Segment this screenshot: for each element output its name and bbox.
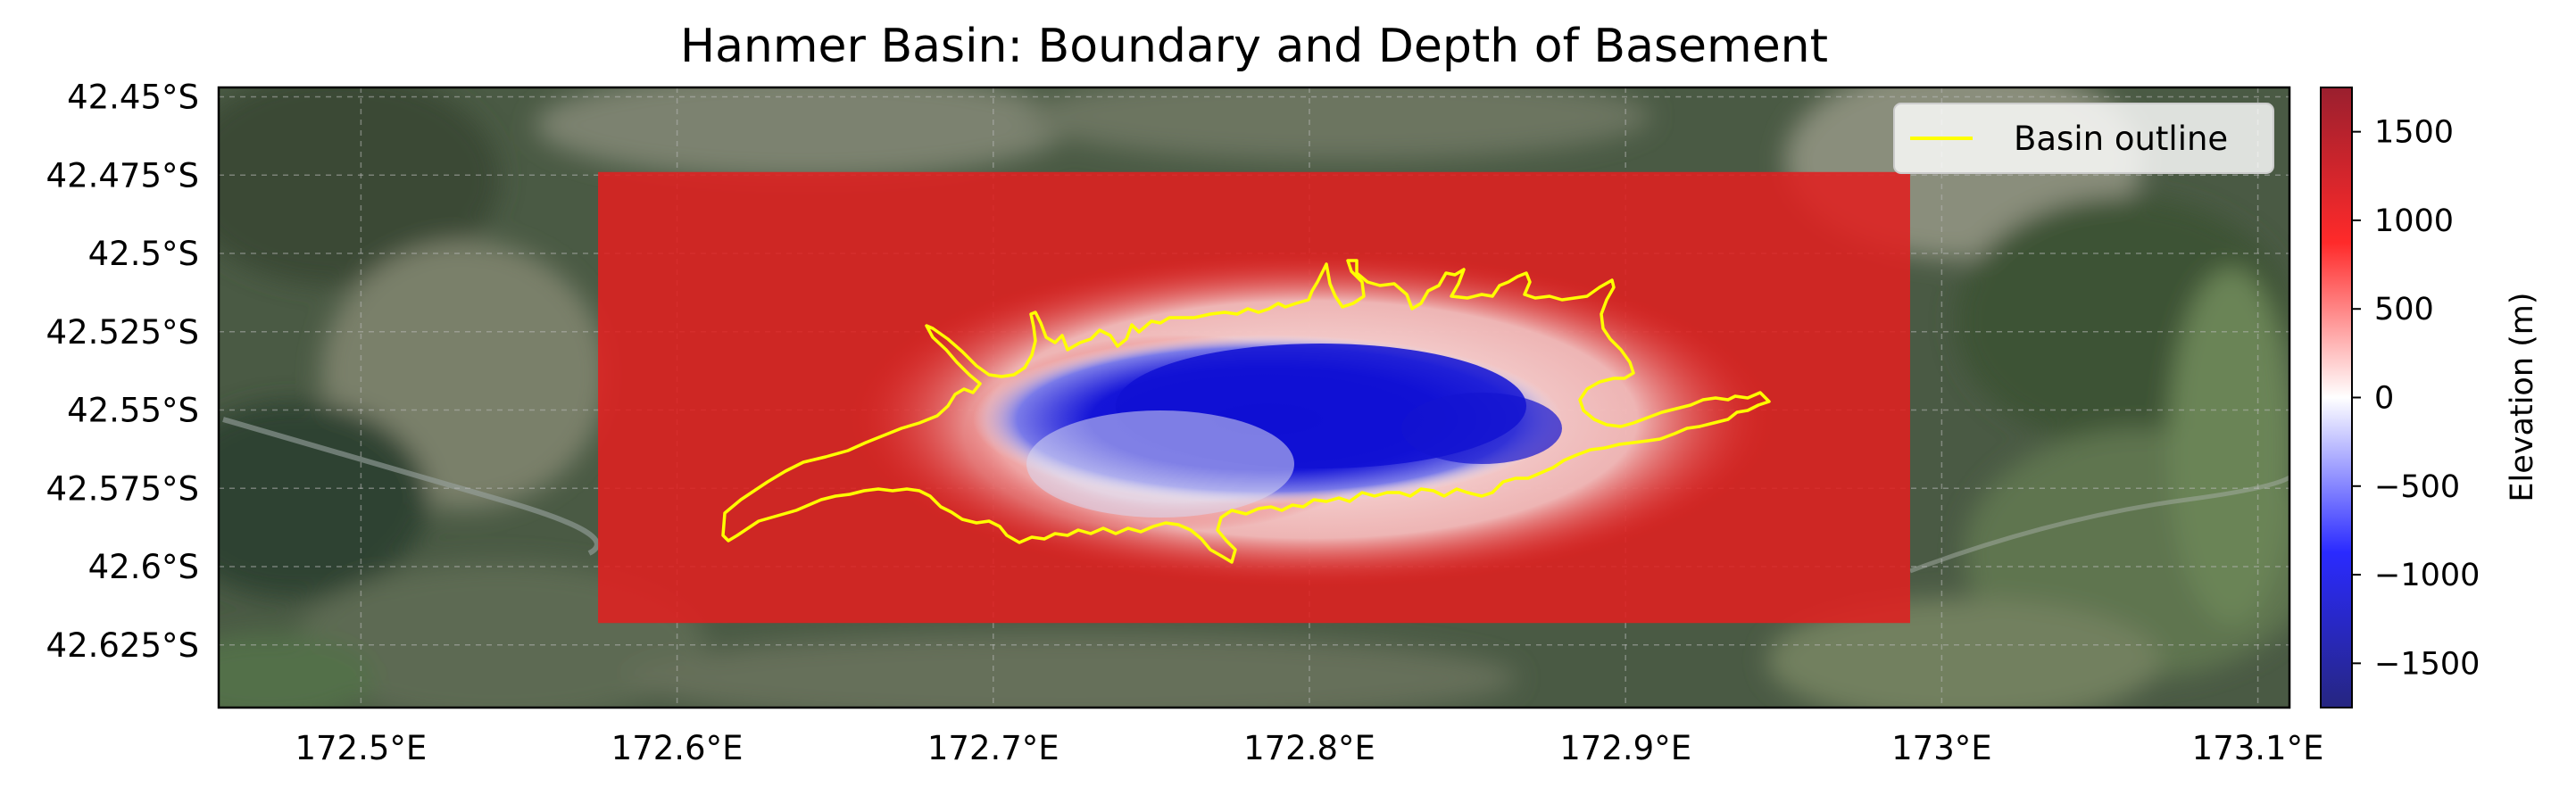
lat-tick-label: 42.5°S	[88, 235, 199, 273]
basement-depth-raster	[598, 171, 1910, 624]
lon-tick-label: 173°E	[1891, 729, 1992, 767]
colorbar-gradient	[2320, 87, 2353, 708]
lat-tick-label: 42.475°S	[46, 156, 199, 195]
colorbar-tick-label: −1000	[2374, 558, 2480, 593]
lon-tick-label: 172.8°E	[1243, 729, 1375, 767]
basin-outline	[721, 259, 1771, 564]
map-title: Hanmer Basin: Boundary and Depth of Base…	[679, 20, 1829, 73]
latitude-axis: 42.45°S 42.475°S 42.5°S 42.525°S 42.55°S 42.5…	[46, 79, 199, 665]
lon-tick-label: 172.9°E	[1559, 729, 1691, 767]
colorbar-tick-label: 500	[2374, 292, 2434, 327]
longitude-axis: 172.5°E 172.6°E 172.7°E 172.8°E 172.9°E 173°E…	[295, 729, 2323, 767]
colorbar: 1500 1000 500 0 −500 −1000 −1500 Elevation (m)	[2320, 87, 2540, 708]
colorbar-tick-label: 1500	[2374, 115, 2454, 151]
lat-tick-label: 42.625°S	[46, 626, 199, 665]
legend-label-basin-outline: Basin outline	[2014, 120, 2228, 158]
colorbar-tick-label: −1500	[2374, 646, 2480, 682]
colorbar-tick-label: −500	[2374, 469, 2460, 505]
colorbar-tick-label: 1000	[2374, 203, 2454, 239]
legend: Basin outline	[1893, 103, 2274, 174]
lat-tick-label: 42.525°S	[46, 313, 199, 352]
lon-tick-label: 172.6°E	[611, 729, 744, 767]
lon-tick-label: 172.7°E	[927, 729, 1059, 767]
colorbar-ticks: 1500 1000 500 0 −500 −1000 −1500	[2352, 115, 2480, 682]
lat-tick-label: 42.45°S	[67, 79, 199, 117]
colorbar-label: Elevation (m)	[2505, 292, 2540, 501]
lat-tick-label: 42.575°S	[46, 469, 199, 508]
axes-frame	[217, 86, 2291, 709]
lat-tick-label: 42.55°S	[67, 392, 199, 430]
lon-tick-label: 172.5°E	[295, 729, 427, 767]
colorbar-tick-label: 0	[2374, 381, 2394, 417]
depth-gradient	[848, 250, 1776, 589]
lat-tick-label: 42.6°S	[88, 548, 199, 586]
lon-tick-label: 173.1°E	[2192, 729, 2324, 767]
